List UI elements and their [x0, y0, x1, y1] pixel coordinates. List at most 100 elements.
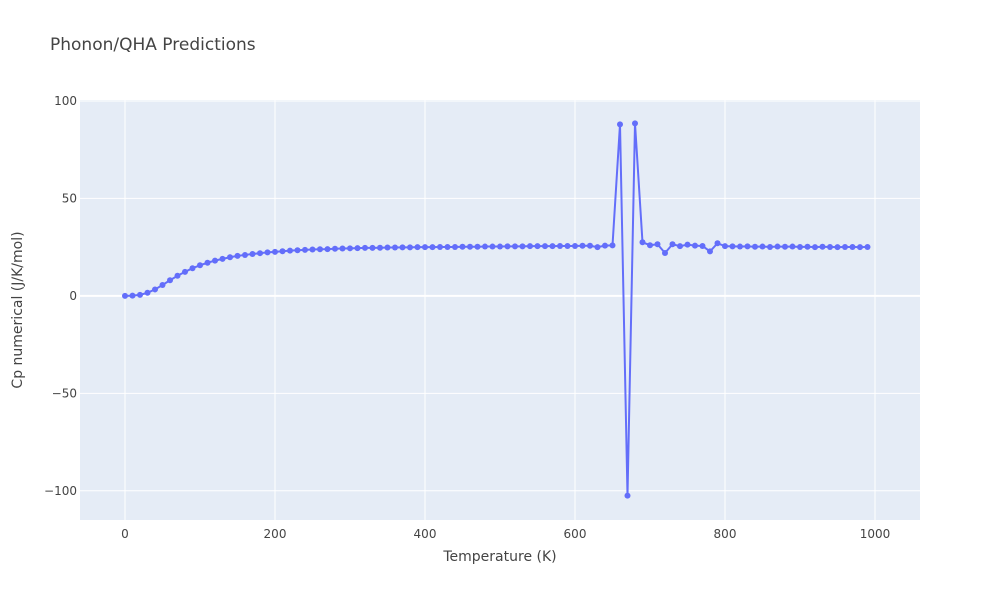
data-point[interactable]: [789, 243, 796, 250]
data-point[interactable]: [827, 243, 833, 250]
data-point[interactable]: [602, 242, 608, 249]
data-point[interactable]: [752, 243, 758, 250]
data-point[interactable]: [204, 259, 211, 266]
data-point[interactable]: [834, 244, 841, 251]
data-point[interactable]: [474, 243, 481, 250]
data-point[interactable]: [152, 286, 158, 293]
data-point[interactable]: [482, 243, 488, 250]
data-point[interactable]: [512, 243, 518, 250]
data-point[interactable]: [399, 244, 406, 251]
data-point[interactable]: [294, 247, 301, 254]
data-point[interactable]: [174, 272, 181, 279]
data-point[interactable]: [354, 245, 361, 252]
data-point[interactable]: [302, 246, 308, 253]
data-point[interactable]: [317, 246, 323, 253]
data-point[interactable]: [692, 242, 698, 249]
data-point[interactable]: [774, 243, 781, 250]
data-point[interactable]: [587, 242, 593, 249]
data-point[interactable]: [662, 249, 668, 256]
data-point[interactable]: [137, 291, 143, 298]
data-point[interactable]: [804, 243, 811, 250]
data-point[interactable]: [264, 249, 271, 256]
data-point[interactable]: [234, 252, 241, 259]
data-point[interactable]: [684, 241, 691, 248]
data-point[interactable]: [242, 251, 248, 258]
data-point[interactable]: [594, 244, 601, 251]
data-point[interactable]: [182, 268, 188, 275]
data-point[interactable]: [639, 239, 646, 246]
data-point[interactable]: [467, 243, 473, 250]
data-point[interactable]: [444, 243, 451, 250]
data-point[interactable]: [309, 246, 316, 253]
data-point[interactable]: [497, 243, 503, 250]
data-point[interactable]: [272, 248, 278, 255]
data-point[interactable]: [797, 243, 803, 250]
data-point[interactable]: [812, 244, 818, 251]
data-point[interactable]: [632, 120, 638, 127]
data-point[interactable]: [722, 243, 728, 250]
data-point[interactable]: [212, 257, 218, 264]
data-point[interactable]: [219, 255, 226, 262]
data-point[interactable]: [759, 243, 766, 250]
data-point[interactable]: [579, 242, 586, 249]
data-point[interactable]: [377, 244, 383, 251]
data-point[interactable]: [167, 277, 173, 284]
data-point[interactable]: [414, 244, 421, 251]
data-point[interactable]: [504, 243, 511, 250]
data-point[interactable]: [729, 243, 736, 250]
data-point[interactable]: [654, 241, 661, 248]
data-point[interactable]: [714, 240, 721, 247]
data-point[interactable]: [534, 243, 541, 250]
data-point[interactable]: [129, 292, 136, 299]
data-point[interactable]: [227, 254, 233, 261]
data-point[interactable]: [572, 242, 578, 249]
data-point[interactable]: [279, 248, 286, 255]
data-point[interactable]: [849, 243, 856, 250]
data-point[interactable]: [197, 262, 203, 269]
data-point[interactable]: [857, 244, 863, 251]
data-point[interactable]: [437, 243, 443, 250]
data-point[interactable]: [564, 242, 571, 249]
data-point[interactable]: [159, 281, 166, 288]
data-point[interactable]: [392, 244, 398, 251]
data-point[interactable]: [384, 244, 391, 251]
data-point[interactable]: [617, 121, 623, 128]
data-point[interactable]: [819, 243, 826, 250]
data-point[interactable]: [459, 243, 466, 250]
data-point[interactable]: [369, 244, 376, 251]
data-point[interactable]: [429, 244, 436, 251]
data-point[interactable]: [549, 243, 556, 250]
data-point[interactable]: [122, 292, 128, 299]
data-point[interactable]: [669, 241, 676, 248]
data-point[interactable]: [864, 243, 871, 250]
data-point[interactable]: [527, 243, 533, 250]
data-point[interactable]: [189, 265, 196, 272]
data-point[interactable]: [677, 243, 683, 250]
data-point[interactable]: [332, 245, 338, 252]
data-point[interactable]: [609, 242, 616, 249]
data-point[interactable]: [144, 289, 151, 296]
data-point[interactable]: [737, 243, 743, 250]
data-point[interactable]: [347, 245, 353, 252]
data-point[interactable]: [647, 242, 653, 249]
data-point[interactable]: [767, 243, 773, 250]
data-point[interactable]: [257, 250, 263, 257]
data-point[interactable]: [519, 243, 526, 250]
data-point[interactable]: [489, 243, 496, 250]
data-point[interactable]: [362, 244, 368, 251]
data-point[interactable]: [707, 248, 713, 255]
data-point[interactable]: [339, 245, 346, 252]
data-point[interactable]: [782, 243, 788, 250]
data-point[interactable]: [324, 246, 331, 253]
data-point[interactable]: [624, 492, 631, 499]
data-point[interactable]: [699, 242, 706, 249]
data-point[interactable]: [407, 244, 413, 251]
data-point[interactable]: [557, 242, 563, 249]
data-point[interactable]: [249, 250, 256, 257]
data-point[interactable]: [452, 243, 458, 250]
data-point[interactable]: [422, 244, 428, 251]
data-point[interactable]: [542, 243, 548, 250]
data-point[interactable]: [744, 243, 751, 250]
data-point[interactable]: [842, 243, 848, 250]
data-point[interactable]: [287, 247, 293, 254]
